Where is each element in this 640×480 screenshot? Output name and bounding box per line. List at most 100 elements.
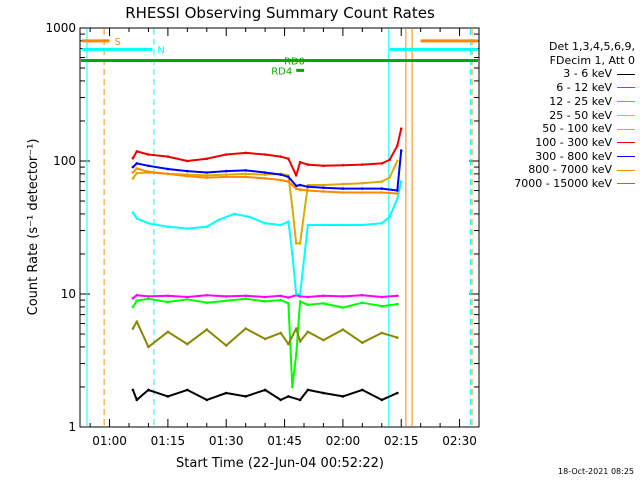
series-point <box>205 293 209 297</box>
series-point <box>341 306 345 309</box>
series-point <box>166 172 170 176</box>
legend-header-line-2: FDecim 1, Att 0 <box>549 53 635 67</box>
series-point <box>166 155 170 158</box>
series-point <box>341 328 345 331</box>
series-point <box>224 169 228 173</box>
series-point <box>205 174 209 177</box>
series-point <box>263 171 267 174</box>
series-point <box>135 299 139 303</box>
series-point <box>244 327 247 330</box>
series-point <box>380 295 384 299</box>
legend-entry-label: 100 - 300 keV <box>535 135 612 149</box>
legend-header-line-1: Det 1,3,4,5,6,9, <box>548 40 635 53</box>
series-point <box>131 171 135 174</box>
series-point <box>322 294 325 298</box>
series-point <box>396 197 399 201</box>
series-point <box>166 294 170 298</box>
series-point <box>205 225 209 229</box>
series-point <box>131 211 135 214</box>
legend-entry: 300 - 800 keV <box>480 150 635 164</box>
series-point <box>294 327 298 330</box>
series-point <box>224 173 228 176</box>
series-point <box>186 174 189 178</box>
series-point <box>131 165 135 169</box>
footer-date: 18-Oct-2021 08:25 <box>558 467 634 476</box>
series-point <box>205 171 209 174</box>
series-point <box>135 167 139 170</box>
series-point <box>166 395 170 398</box>
y-tick-label: 1 <box>68 420 76 434</box>
series-point <box>361 293 364 297</box>
series-point <box>380 187 384 190</box>
series-point <box>306 295 310 299</box>
series-point <box>341 295 345 298</box>
series-point <box>361 301 364 305</box>
series-point <box>131 327 135 330</box>
series-point <box>147 297 150 301</box>
series-point <box>396 189 399 192</box>
series-point <box>186 227 189 230</box>
series-point <box>186 342 189 346</box>
series-point <box>131 305 135 309</box>
series-point <box>399 149 403 152</box>
legend-entry-label: 6 - 12 keV <box>556 81 612 95</box>
series-point <box>263 173 267 176</box>
series-point <box>294 242 298 245</box>
series-point <box>232 212 236 216</box>
series-point <box>279 298 283 302</box>
series-point <box>388 176 391 179</box>
series-point <box>388 158 391 162</box>
series-point <box>244 172 247 176</box>
series-point <box>166 167 170 171</box>
series-point <box>279 155 283 158</box>
series-point <box>341 182 345 186</box>
legend-swatch <box>617 73 635 75</box>
series-point <box>294 174 298 177</box>
series-point <box>135 398 139 402</box>
series-point <box>263 295 267 299</box>
series-point <box>244 169 247 172</box>
series-point <box>244 294 247 298</box>
series-point <box>135 320 139 323</box>
series-point <box>298 340 302 343</box>
legend-entry-label: 7000 - 15000 keV <box>514 177 612 191</box>
series-point <box>291 252 294 256</box>
chart-title: RHESSI Observing Summary Count Rates <box>125 4 435 22</box>
series-point <box>298 160 302 164</box>
series-point <box>306 223 310 227</box>
x-axis-label: Start Time (22-Jun-04 00:52:22) <box>176 456 384 471</box>
series-point <box>244 297 247 301</box>
legend-entry-label: 300 - 800 keV <box>535 149 612 163</box>
series-point <box>322 338 325 342</box>
annotation-label: RD4 <box>271 66 292 77</box>
series-point <box>306 185 310 189</box>
series-point <box>279 178 283 182</box>
series-point <box>322 223 325 227</box>
series-line <box>132 320 398 348</box>
series-point <box>147 222 150 225</box>
series-point <box>186 295 189 299</box>
plot-area: 1 10 100 1000 01:00 01:15 01:30 01:45 02:00 02:15… <box>45 21 480 448</box>
legend-swatch <box>617 183 635 185</box>
series-point <box>287 220 290 223</box>
series-point <box>380 398 384 402</box>
legend-swatch <box>617 128 635 130</box>
series-point <box>287 342 290 346</box>
y-axis-label: Count Rate (s⁻¹ detector⁻¹) <box>26 139 41 316</box>
y-tick-label: 100 <box>53 154 76 168</box>
series-point <box>396 294 399 298</box>
series-point <box>205 328 209 331</box>
series-line <box>131 388 398 401</box>
series-point <box>298 292 302 296</box>
series-point <box>287 180 290 183</box>
x-tick-label: 02:15 <box>384 434 419 448</box>
series-point <box>298 295 302 298</box>
series-point <box>306 163 310 166</box>
series-point <box>244 151 247 155</box>
series-point <box>224 344 228 347</box>
series-point <box>186 159 189 163</box>
series-point <box>224 295 228 298</box>
series-point <box>186 298 189 301</box>
series-point <box>396 302 399 306</box>
